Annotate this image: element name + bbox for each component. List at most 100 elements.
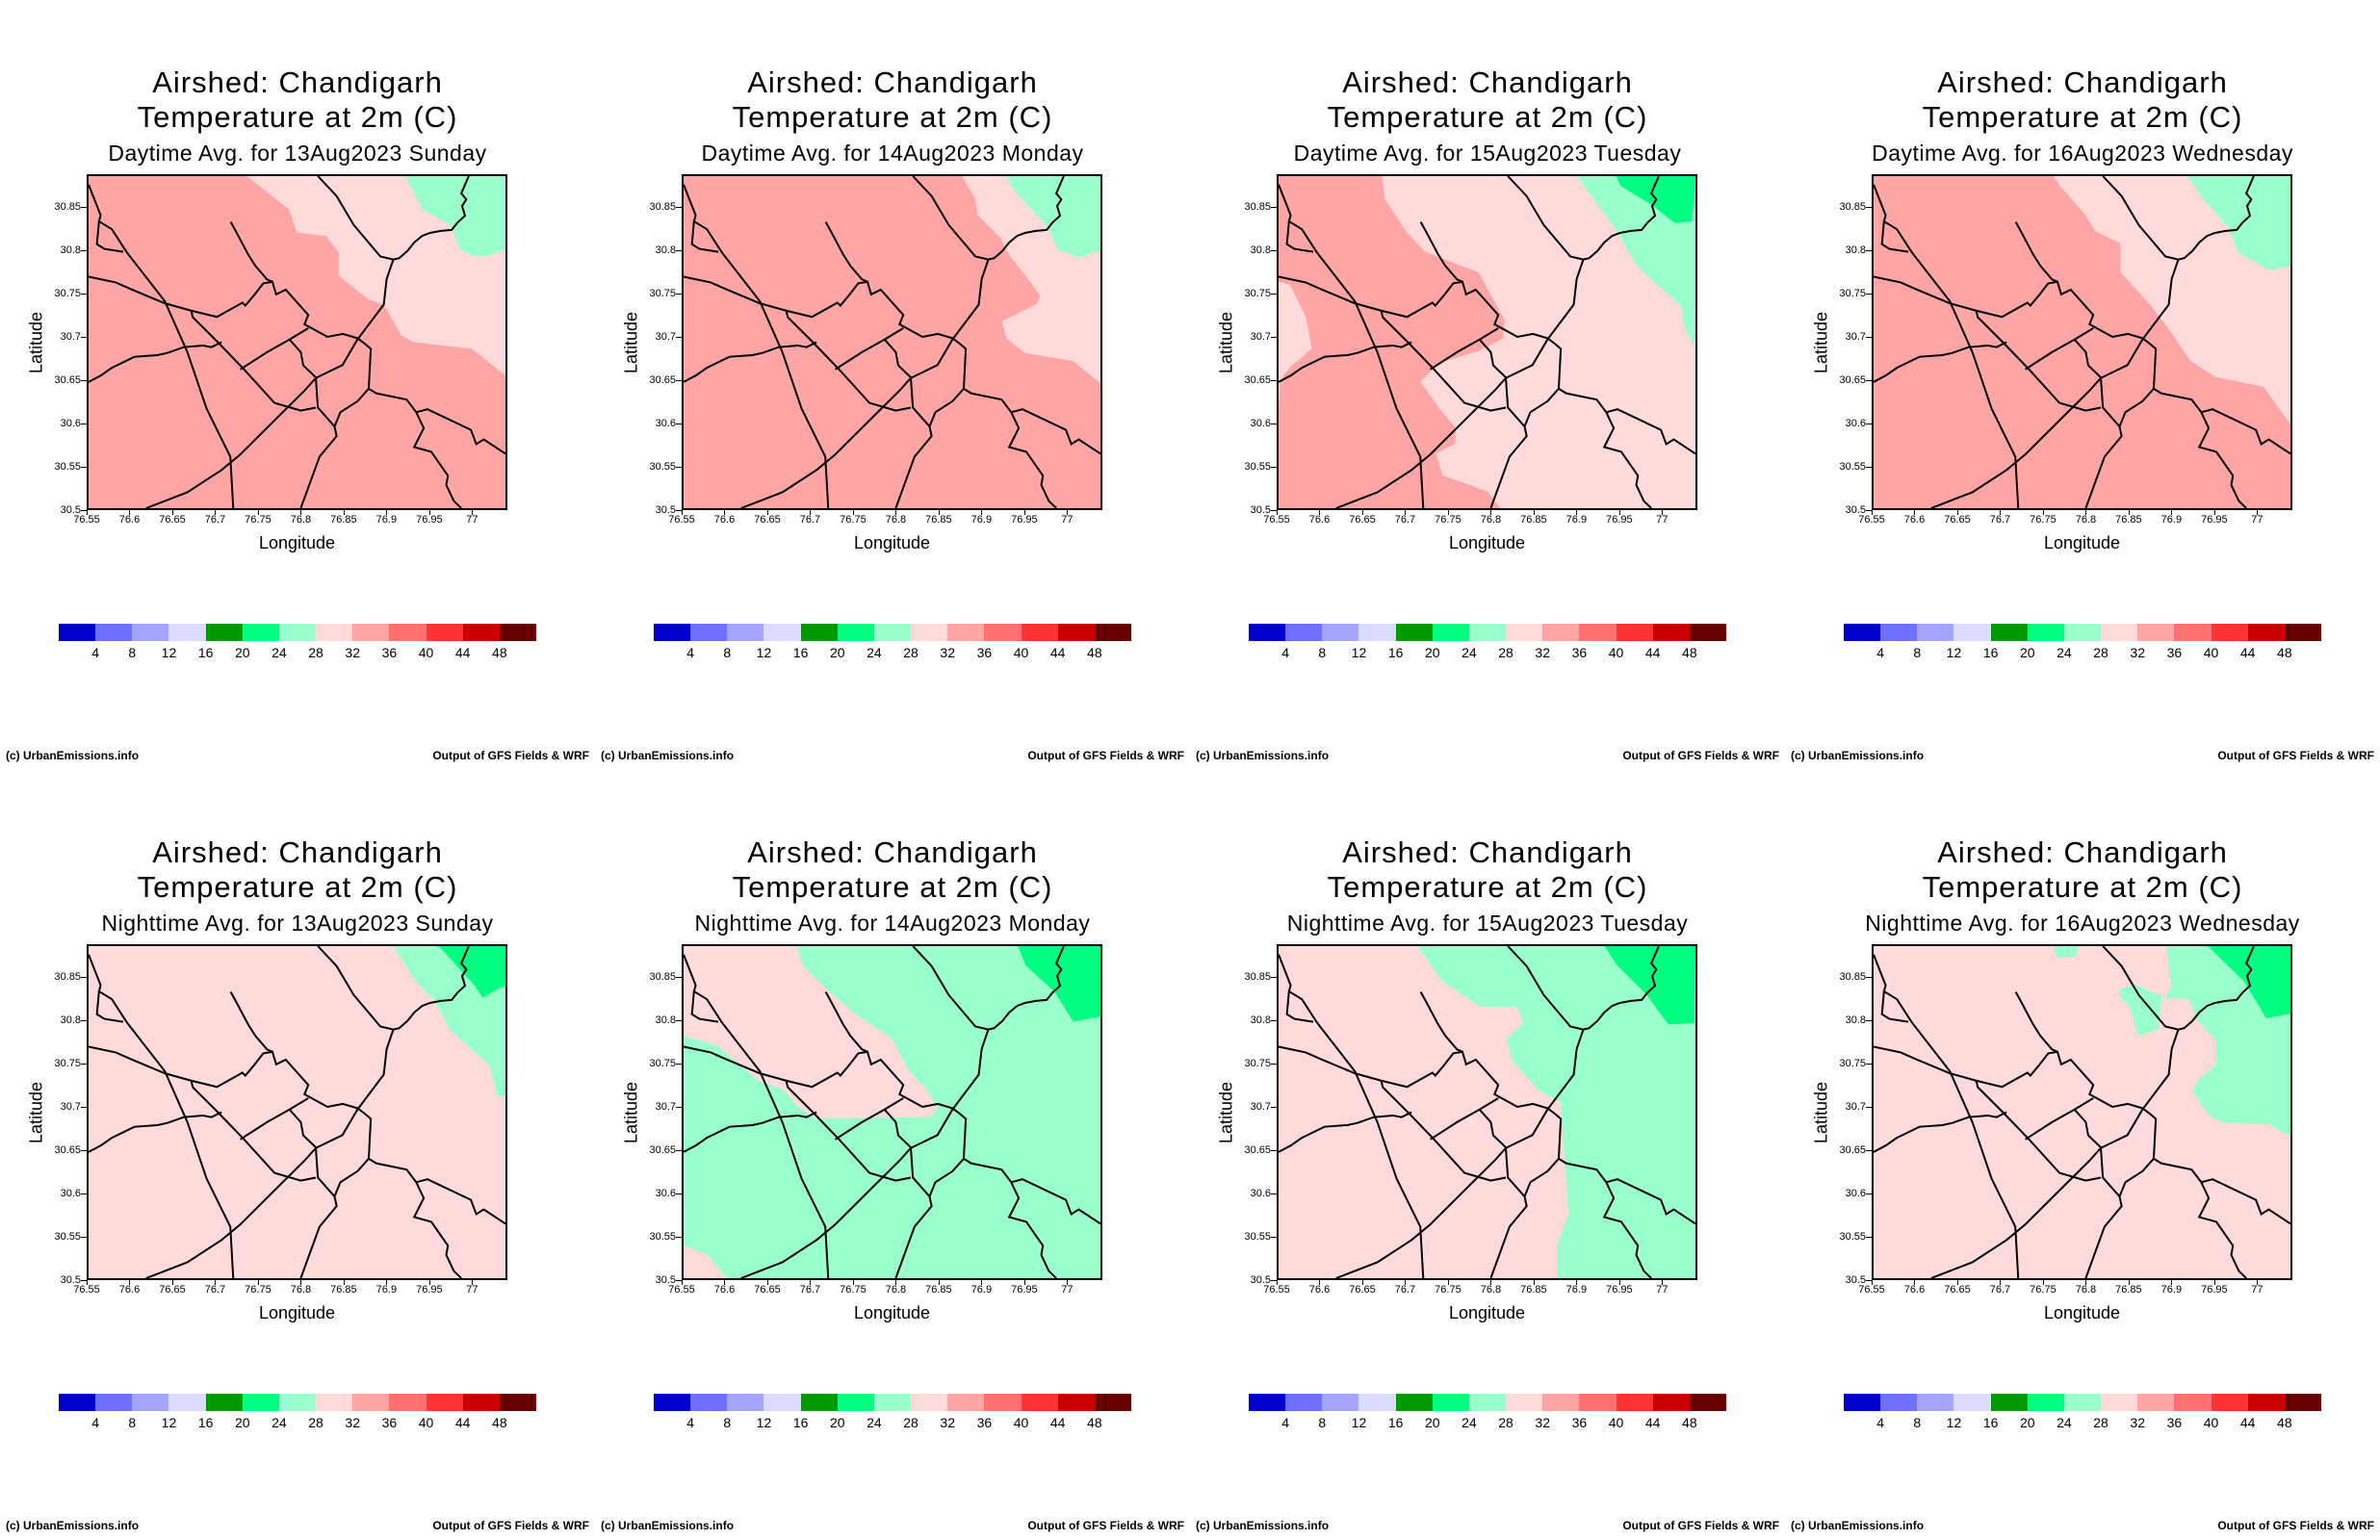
colorbar-label: 8 bbox=[723, 1415, 732, 1430]
colorbar-label: 8 bbox=[128, 1415, 137, 1430]
colorbar bbox=[1249, 1394, 1727, 1411]
source-footer: Output of GFS Fields & WRF bbox=[1027, 1519, 1184, 1532]
road-line bbox=[1874, 1113, 2006, 1152]
colorbar-label: 24 bbox=[867, 1415, 882, 1430]
x-axis-label: Longitude bbox=[2043, 533, 2121, 552]
lat-tick-label: 30.6 bbox=[60, 1187, 81, 1199]
x-axis-label: Longitude bbox=[853, 1303, 931, 1322]
map-plot-area bbox=[87, 944, 507, 1280]
road-line bbox=[2119, 1114, 2156, 1196]
lat-tick-label: 30.8 bbox=[655, 1014, 676, 1026]
road-line bbox=[89, 1113, 221, 1152]
road-line bbox=[97, 991, 123, 1022]
road-line bbox=[836, 328, 904, 370]
source-footer: Output of GFS Fields & WRF bbox=[2217, 749, 2374, 762]
colorbar-label: 12 bbox=[161, 1415, 177, 1430]
colorbar-label: 40 bbox=[1608, 1415, 1624, 1430]
lat-tick-mark bbox=[1866, 379, 1872, 381]
temperature-map bbox=[89, 946, 505, 1278]
colorbar-swatch bbox=[1249, 1394, 1286, 1411]
colorbar-label: 16 bbox=[792, 1415, 809, 1430]
colorbar-label: 4 bbox=[1876, 1415, 1885, 1430]
temperature-band-region bbox=[246, 176, 505, 375]
lat-tick-label: 30.5 bbox=[1845, 504, 1866, 516]
road-line bbox=[2026, 1098, 2094, 1140]
road-line bbox=[929, 1114, 966, 1196]
map-plot-area bbox=[682, 944, 1102, 1280]
road-line bbox=[1480, 340, 1527, 508]
map-plot-area bbox=[1872, 944, 2292, 1280]
variable-title: Temperature at 2m (C) bbox=[1327, 870, 1648, 904]
colorbar-label: 8 bbox=[1913, 645, 1922, 660]
colorbar-swatch bbox=[1917, 1394, 1954, 1411]
lat-tick-label: 30.8 bbox=[1845, 244, 1866, 256]
road-line bbox=[1431, 328, 1499, 370]
road-line bbox=[741, 946, 989, 1278]
lon-tick-label: 76.85 bbox=[925, 1284, 952, 1296]
road-line bbox=[787, 311, 911, 411]
airshed-title: Airshed: Chandigarh bbox=[1342, 835, 1633, 869]
lon-tick-label: 76.65 bbox=[1349, 1284, 1376, 1296]
colorbar bbox=[1844, 1394, 2322, 1411]
y-axis-label: Latitude bbox=[1216, 1081, 1236, 1144]
colorbar-swatch bbox=[1506, 1394, 1543, 1411]
source-footer: Output of GFS Fields & WRF bbox=[1622, 749, 1779, 762]
temperature-band-region bbox=[1416, 946, 1695, 1278]
colorbar-swatch bbox=[2211, 624, 2248, 641]
road-line bbox=[1874, 185, 2018, 508]
lon-tick-mark bbox=[2171, 1280, 2173, 1285]
lat-tick-label: 30.7 bbox=[1845, 1100, 1866, 1113]
lon-tick-label: 76.7 bbox=[799, 1284, 821, 1296]
lon-tick-mark bbox=[766, 510, 768, 515]
lat-tick-label: 30.55 bbox=[649, 1230, 676, 1243]
colorbar-label: 48 bbox=[1087, 645, 1102, 660]
lon-tick-mark bbox=[810, 1280, 812, 1285]
colorbar-swatch bbox=[873, 624, 912, 641]
colorbar-swatch bbox=[1579, 1394, 1617, 1411]
lon-tick-mark bbox=[386, 510, 388, 515]
lat-tick-mark bbox=[81, 1280, 87, 1281]
colorbar-swatch bbox=[984, 624, 1022, 641]
lat-tick-label: 30.85 bbox=[1244, 970, 1271, 983]
lon-tick-label: 76.85 bbox=[1520, 1284, 1547, 1296]
temperature-map bbox=[1279, 176, 1695, 508]
colorbar bbox=[1249, 624, 1727, 641]
lon-tick-label: 76.6 bbox=[713, 1284, 736, 1296]
colorbar-label: 8 bbox=[1318, 1415, 1327, 1430]
airshed-title: Airshed: Chandigarh bbox=[1937, 835, 2228, 869]
road-line bbox=[414, 412, 461, 508]
colorbar-swatch bbox=[1616, 624, 1653, 641]
road-line bbox=[89, 955, 233, 1278]
lat-tick-mark bbox=[81, 336, 87, 338]
lat-tick-label: 30.75 bbox=[54, 1057, 81, 1069]
road-line bbox=[1977, 311, 2101, 411]
lon-tick-label: 76.95 bbox=[2201, 514, 2228, 526]
colorbar-swatch bbox=[1358, 1394, 1396, 1411]
lat-tick-label: 30.85 bbox=[649, 970, 676, 983]
colorbar-label: 40 bbox=[418, 1415, 434, 1430]
lat-tick-mark bbox=[1271, 249, 1277, 251]
colorbar-swatch bbox=[1057, 624, 1095, 641]
road-line bbox=[2075, 1110, 2122, 1278]
colorbar-swatch bbox=[1844, 624, 1881, 641]
colorbar-swatch bbox=[1021, 624, 1058, 641]
colorbar-label: 4 bbox=[1876, 645, 1885, 660]
colorbar-swatch bbox=[316, 624, 353, 641]
map-plot-area bbox=[1872, 174, 2292, 510]
lon-tick-mark bbox=[682, 510, 683, 515]
colorbar-label: 8 bbox=[723, 645, 732, 660]
lon-tick-label: 77 bbox=[466, 514, 479, 526]
y-axis-label: Latitude bbox=[1216, 311, 1236, 374]
colorbar-label: 36 bbox=[976, 645, 993, 660]
colorbar-label: 16 bbox=[197, 1415, 214, 1430]
lat-tick-mark bbox=[676, 1106, 682, 1108]
colorbar-label: 28 bbox=[2093, 1415, 2108, 1430]
lon-tick-mark bbox=[1277, 1280, 1278, 1285]
colorbar-swatch bbox=[389, 624, 427, 641]
colorbar-label: 48 bbox=[2277, 1415, 2292, 1430]
period-subtitle: Daytime Avg. for 16Aug2023 Wednesday bbox=[1872, 141, 2293, 166]
road-line bbox=[684, 1047, 960, 1115]
lon-tick-label: 76.55 bbox=[1263, 514, 1290, 526]
road-line bbox=[89, 343, 221, 382]
source-footer: Output of GFS Fields & WRF bbox=[432, 1519, 589, 1532]
